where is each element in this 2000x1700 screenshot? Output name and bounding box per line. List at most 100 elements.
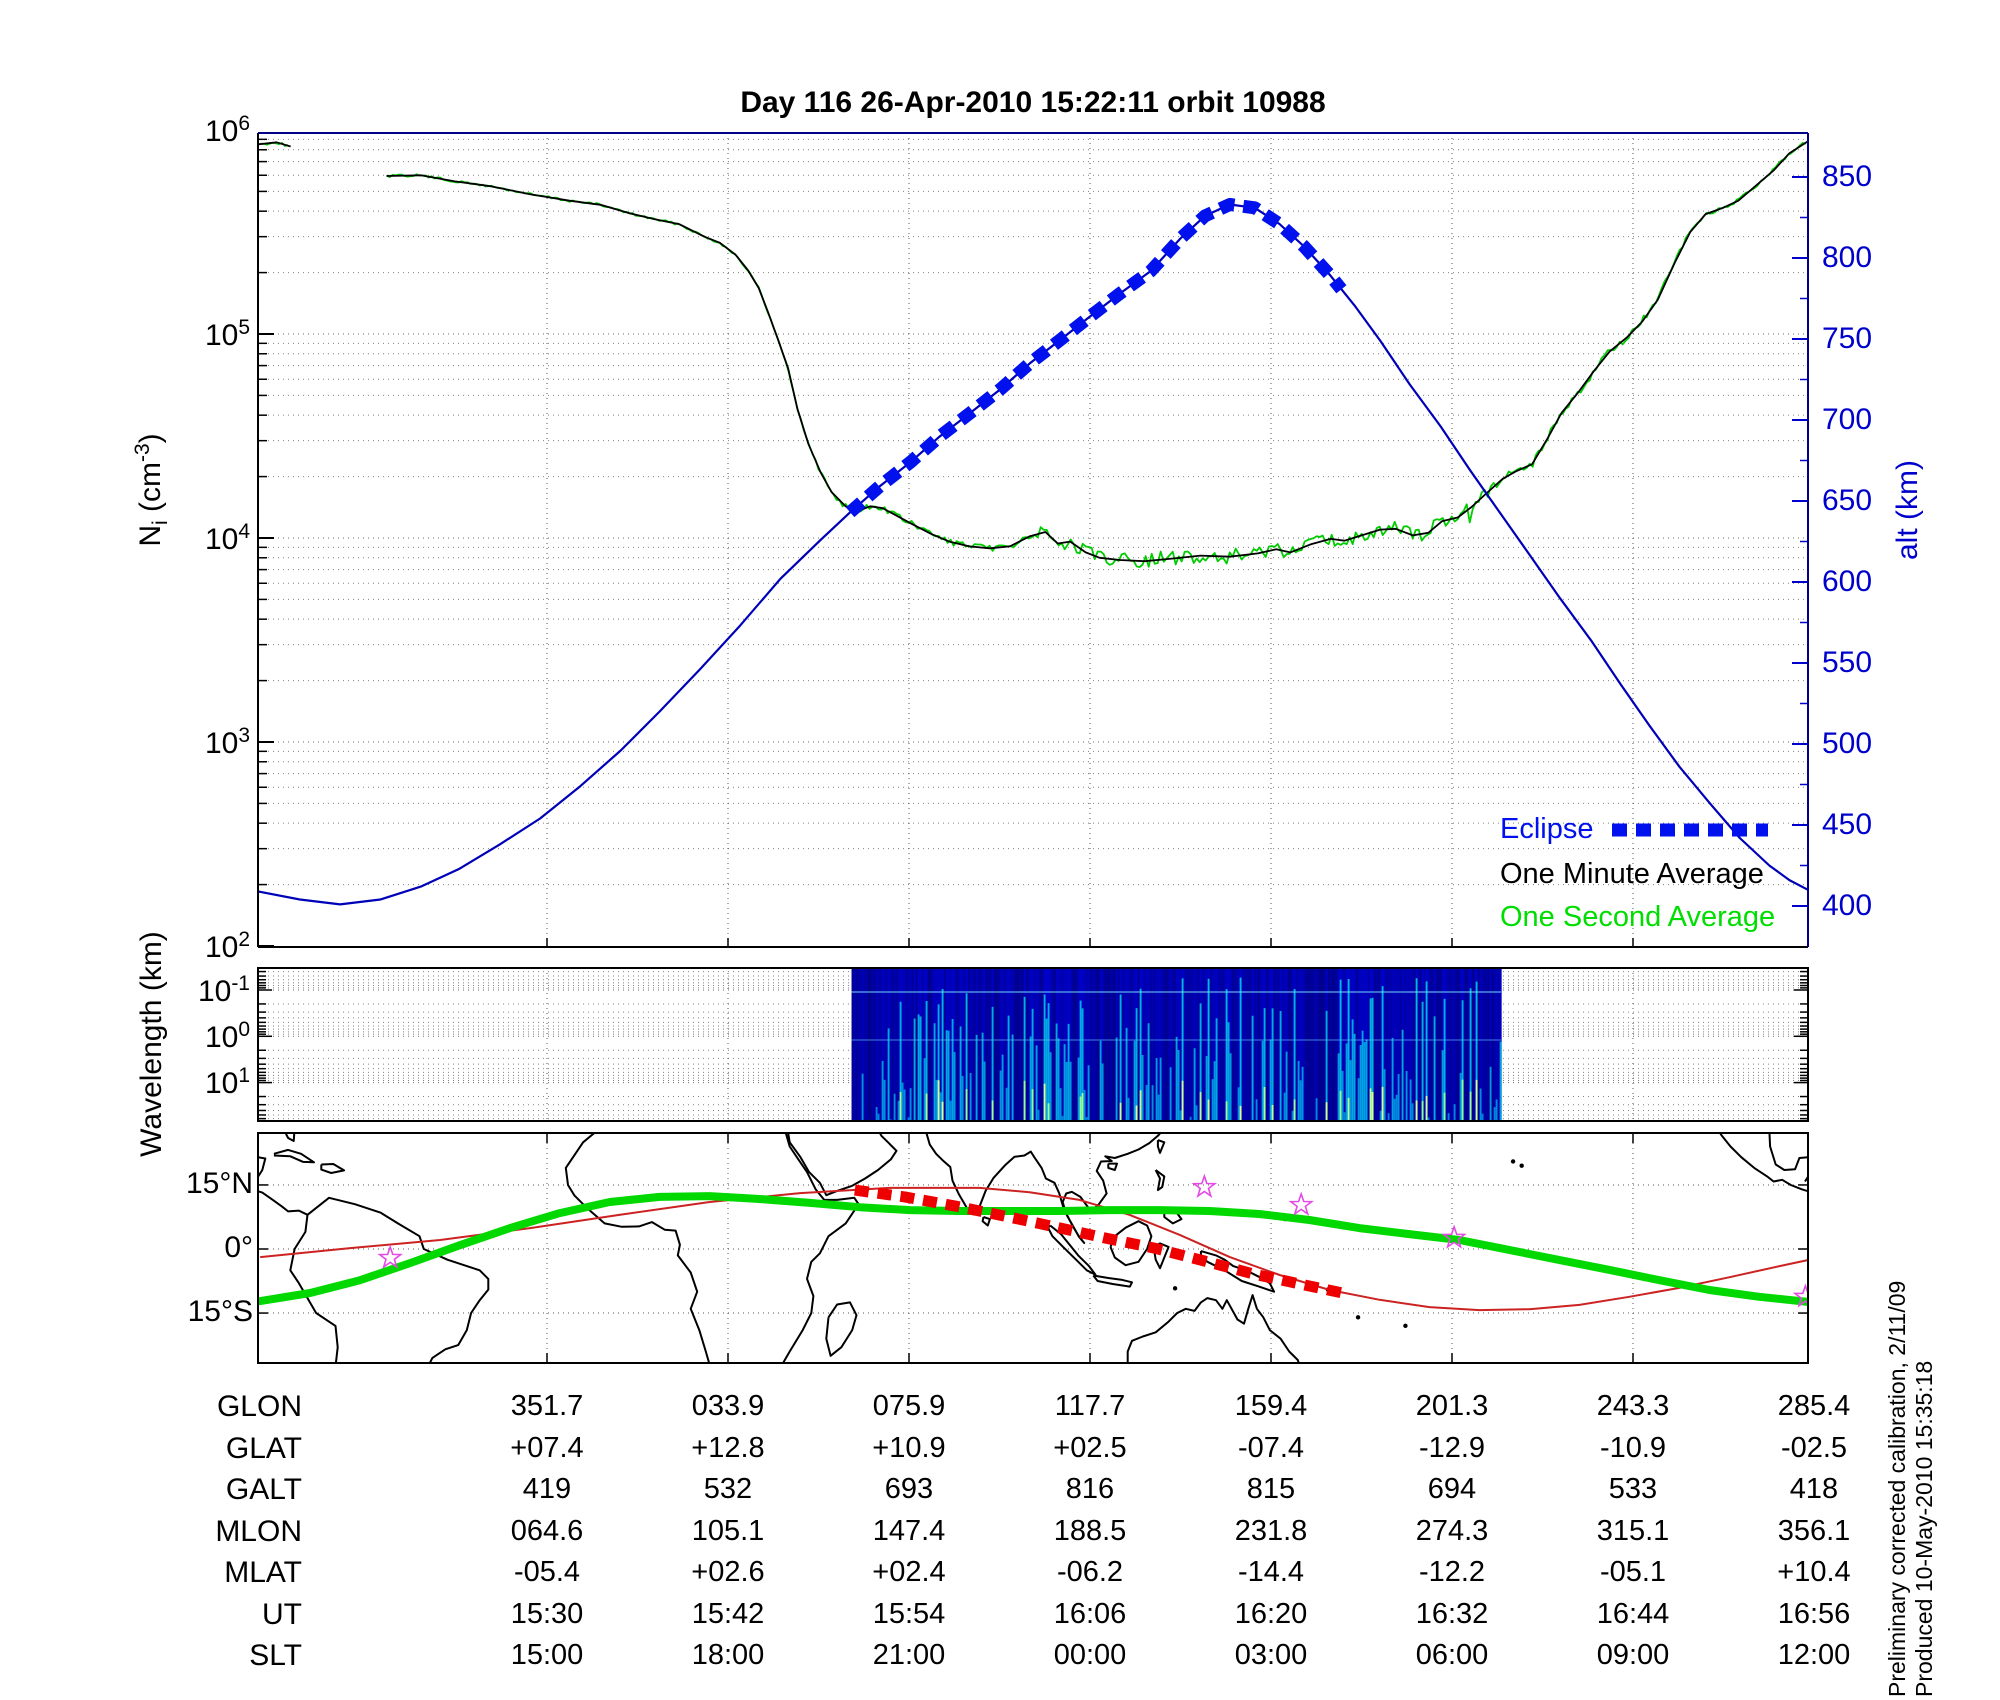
wavelength-tick-label: 10-1 bbox=[130, 972, 250, 1009]
table-cell: +02.6 bbox=[691, 1556, 765, 1588]
coastline bbox=[1092, 1274, 1133, 1288]
legend-one-second-average: One Second Average bbox=[1500, 901, 1776, 933]
density-tick-label: 104 bbox=[140, 520, 250, 557]
coastline bbox=[320, 1163, 346, 1174]
table-cell: 351.7 bbox=[510, 1390, 584, 1422]
coastline bbox=[1154, 1169, 1166, 1192]
table-cell: 15:30 bbox=[510, 1597, 584, 1630]
station-star bbox=[1441, 1224, 1467, 1249]
station-star bbox=[1191, 1173, 1218, 1198]
table-cell: 18:00 bbox=[691, 1639, 765, 1671]
table-cell: 105.1 bbox=[691, 1514, 765, 1547]
altitude-tick-label: 700 bbox=[1822, 403, 1873, 436]
map-latitude-label: 15°N bbox=[185, 1166, 253, 1200]
island-dot bbox=[1355, 1315, 1361, 1320]
table-cell: +07.4 bbox=[510, 1431, 584, 1464]
legend-eclipse: Eclipse bbox=[1500, 813, 1594, 845]
table-cell: 418 bbox=[1789, 1473, 1839, 1505]
table-cell: -05.1 bbox=[1599, 1556, 1667, 1588]
island-dot bbox=[1519, 1163, 1524, 1168]
tick-exponent: -1 bbox=[231, 972, 250, 995]
altitude-tick-label: 800 bbox=[1822, 241, 1873, 274]
altitude-tick-label: 650 bbox=[1822, 484, 1873, 517]
table-cell: -14.4 bbox=[1237, 1556, 1305, 1588]
top-panel-plot bbox=[257, 132, 1809, 948]
table-row-label-glat: GLAT bbox=[225, 1431, 302, 1465]
altitude-tick-label: 850 bbox=[1822, 160, 1873, 193]
table-row-label-glon: GLON bbox=[216, 1390, 302, 1423]
table-cell: -07.4 bbox=[1237, 1431, 1305, 1464]
density-tick-label: 105 bbox=[140, 316, 250, 353]
page-title: Day 116 26-Apr-2010 15:22:11 orbit 10988 bbox=[740, 86, 1326, 119]
table-cell: 243.3 bbox=[1596, 1390, 1670, 1422]
annotation-line-2: Produced 10-May-2010 15:35:18 bbox=[1911, 1360, 1937, 1697]
table-cell: 075.9 bbox=[872, 1390, 946, 1422]
tick-base: 10 bbox=[204, 1067, 239, 1100]
table-cell: 16:44 bbox=[1596, 1597, 1670, 1630]
table-cell: 03:00 bbox=[1234, 1639, 1308, 1671]
table-cell: 12:00 bbox=[1777, 1639, 1851, 1671]
coastline bbox=[1824, 1150, 1864, 1162]
altitude-tick-label: 500 bbox=[1822, 727, 1873, 760]
tick-exponent: 5 bbox=[238, 316, 250, 339]
coastline bbox=[981, 1216, 991, 1227]
tick-base: 10 bbox=[204, 523, 239, 556]
density-tick-label: 106 bbox=[140, 112, 250, 149]
map-panel bbox=[257, 1132, 1864, 1364]
magnetic-equator-line bbox=[260, 1186, 1808, 1312]
station-star bbox=[1288, 1191, 1315, 1216]
table-cell: 419 bbox=[522, 1473, 572, 1505]
table-cell: -06.2 bbox=[1056, 1556, 1124, 1588]
ni-one-second-average-curve bbox=[386, 141, 1806, 568]
tick-exponent: 2 bbox=[238, 928, 250, 951]
island-dot bbox=[1510, 1159, 1516, 1164]
table-cell: 117.7 bbox=[1054, 1390, 1126, 1422]
legend-one-minute-average: One Minute Average bbox=[1500, 858, 1764, 890]
table-cell: 16:06 bbox=[1053, 1597, 1127, 1630]
table-cell: 15:54 bbox=[872, 1597, 946, 1630]
table-cell: +02.5 bbox=[1053, 1431, 1127, 1464]
table-cell: 315.1 bbox=[1596, 1514, 1670, 1547]
tick-base: 10 bbox=[204, 319, 239, 352]
table-cell: 532 bbox=[703, 1473, 753, 1505]
table-cell: -02.5 bbox=[1780, 1431, 1848, 1464]
altitude-curve bbox=[257, 203, 1809, 906]
table-cell: 159.4 bbox=[1234, 1390, 1308, 1422]
tick-exponent: 0 bbox=[238, 1018, 250, 1041]
table-cell: +10.4 bbox=[1777, 1556, 1851, 1588]
station-star bbox=[377, 1244, 403, 1269]
wavelength-tick-label: 100 bbox=[130, 1018, 250, 1055]
tick-exponent: 6 bbox=[238, 112, 250, 135]
table-row-label-ut: UT bbox=[262, 1597, 302, 1631]
table-cell: 16:20 bbox=[1234, 1597, 1308, 1630]
coastline bbox=[787, 1133, 898, 1197]
coastline bbox=[1109, 1220, 1153, 1267]
table-cell: 06:00 bbox=[1415, 1639, 1489, 1671]
table-cell: 15:42 bbox=[691, 1597, 765, 1630]
table-cell: 815 bbox=[1246, 1473, 1296, 1505]
island-dot bbox=[1403, 1323, 1408, 1329]
coastline bbox=[1199, 1250, 1276, 1293]
eclipse-ground-track bbox=[854, 1184, 1344, 1299]
wavelength-tick-label: 101 bbox=[130, 1064, 250, 1101]
table-cell: 15:00 bbox=[510, 1639, 584, 1671]
table-cell: -12.9 bbox=[1418, 1431, 1486, 1464]
ground-track bbox=[258, 1192, 1808, 1306]
coastline bbox=[1152, 1242, 1170, 1270]
density-label-part: ) bbox=[134, 433, 167, 444]
ni-one-minute-average-curve bbox=[257, 141, 291, 148]
table-cell: 064.6 bbox=[510, 1514, 584, 1547]
altitude-tick-label: 550 bbox=[1822, 646, 1873, 679]
coastline bbox=[564, 1133, 860, 1363]
coastline bbox=[289, 1196, 490, 1363]
table-row-label-galt: GALT bbox=[225, 1473, 302, 1506]
coastline bbox=[825, 1301, 858, 1357]
table-cell: 694 bbox=[1427, 1473, 1477, 1505]
station-star bbox=[1792, 1283, 1808, 1308]
coastline bbox=[1156, 1139, 1166, 1154]
altitude-tick-label: 600 bbox=[1822, 565, 1873, 598]
table-cell: 231.8 bbox=[1234, 1514, 1308, 1547]
tick-base: 10 bbox=[197, 975, 232, 1008]
density-label-part: (cm bbox=[134, 462, 167, 521]
